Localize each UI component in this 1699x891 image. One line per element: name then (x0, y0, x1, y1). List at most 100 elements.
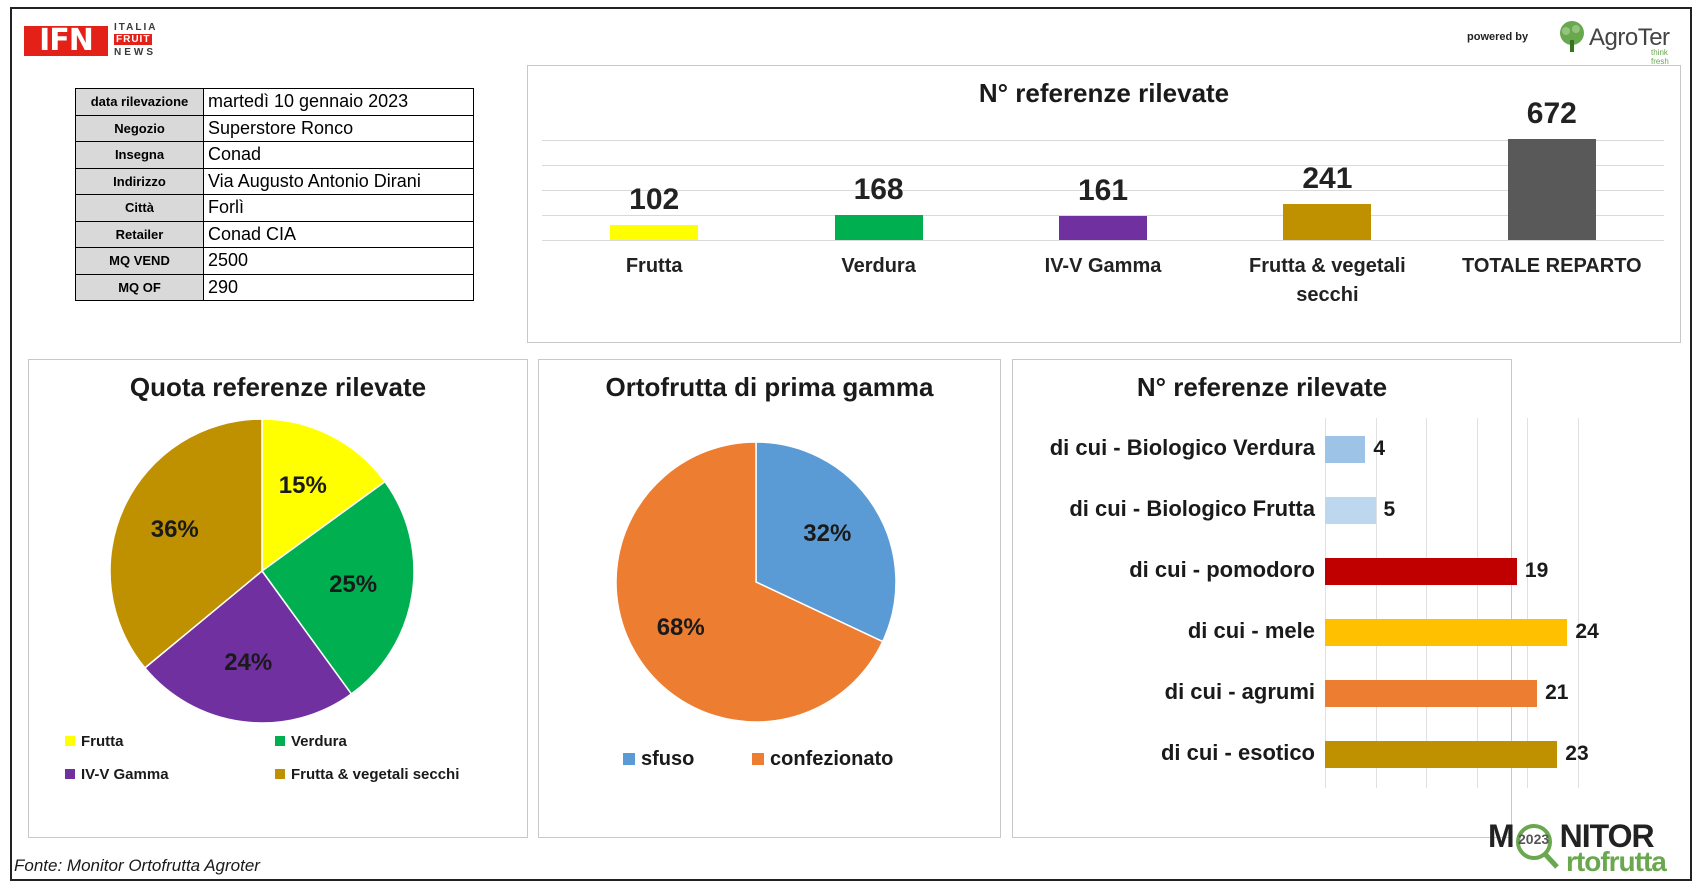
tree-icon (1560, 21, 1584, 52)
monitor-logo-year: 2023 (1518, 831, 1550, 847)
source-note: Fonte: Monitor Ortofrutta Agroter (14, 856, 260, 875)
bar-chart-title: N° referenze rilevate (978, 78, 1230, 108)
hbar-category-label: di cui - Biologico Verdura (1049, 435, 1315, 460)
agroter-name: AgroTer (1589, 24, 1670, 51)
legend-swatch (65, 736, 75, 746)
ifn-logo-line3: NEWS (114, 47, 156, 58)
legend-item: sfuso (623, 748, 694, 771)
bar-frutta-vegetali-secchi (1283, 203, 1372, 240)
legend-swatch (275, 769, 285, 779)
hbar-value-label: 5 (1383, 498, 1396, 521)
info-label: Negozio (75, 114, 204, 142)
hbar-di-cui-biologico-frutta (1325, 497, 1376, 524)
pie-share-panel: Quota referenze rilevate 15% 25% 24% 36% Fru… (28, 359, 528, 838)
hbar-category-label: di cui - pomodoro (1129, 557, 1315, 582)
pie-share-title: Quota referenze rilevate (129, 372, 427, 402)
hbar-value-label: 19 (1524, 559, 1549, 582)
info-label: data rilevazione (75, 88, 204, 116)
pie-share-slice-iv-v-gamma (143, 569, 353, 724)
powered-by-label: powered by (1467, 31, 1529, 43)
gridline (1426, 418, 1427, 788)
info-value: Via Augusto Antonio Dirani (203, 167, 474, 195)
hbar-value-label: 24 (1575, 620, 1599, 643)
bar-category-label: TOTALE REPARTO (1461, 255, 1642, 277)
hbar-value-label: 21 (1545, 681, 1569, 704)
ifn-logo: IFN ITALIA FRUIT NEWS (24, 22, 174, 60)
legend-item: IV-V Gamma (65, 766, 169, 783)
info-row: Città Forlì (75, 194, 474, 222)
legend-label: Frutta (81, 733, 124, 750)
hbar-chart-panel: N° referenze rilevate di cui - Biologico… (1012, 359, 1599, 839)
info-label: Insegna (75, 141, 204, 169)
info-value: Forlì (203, 194, 474, 222)
monitor-ortofrutta-logo: M NITOR 2023 rtofrutta (1488, 818, 1678, 878)
pie-share-slice-verdura (260, 480, 415, 696)
bar-iv-v-gamma (1059, 215, 1147, 240)
legend-item: confezionato (752, 748, 893, 771)
pie-prima-gamma-panel: Ortofrutta di prima gamma 32% 68% sfuso con… (538, 359, 1001, 838)
info-value: Conad CIA (203, 220, 474, 248)
hbar-di-cui-biologico-verdura (1325, 436, 1366, 463)
hbar-chart-title: N° referenze rilevate (1136, 372, 1388, 402)
pie-share-slice-label: 36% (150, 515, 199, 543)
info-value: Conad (203, 141, 474, 169)
legend-label: Verdura (291, 733, 347, 750)
legend-label: IV-V Gamma (81, 766, 169, 783)
legend-item: Frutta & vegetali secchi (275, 766, 459, 783)
info-row: Negozio Superstore Ronco (75, 114, 474, 142)
bar-value-label: 168 (853, 172, 904, 206)
pie-prima-gamma-title: Ortofrutta di prima gamma (605, 372, 934, 402)
report-frame (10, 7, 1692, 881)
pie-prima-gamma-slice-label: 32% (803, 520, 852, 548)
gridline (1476, 418, 1478, 788)
agroter-tagline: think fresh (1651, 48, 1669, 66)
pie-share-slice-frutta-vegetali-secchi (109, 418, 263, 669)
pie-share-chart (109, 418, 415, 724)
bar-value-label: 241 (1302, 161, 1353, 195)
info-row: MQ OF 290 (75, 273, 474, 301)
info-row: Indirizzo Via Augusto Antonio Dirani (75, 167, 474, 195)
hbar-chart-plot: di cui - Biologico Verdura 4 di cui - Biol… (1013, 360, 1599, 839)
legend-swatch (752, 753, 764, 765)
legend-label: Frutta & vegetali secchi (291, 766, 460, 783)
gridline (542, 190, 1664, 191)
bar-category-label: Verdura (841, 255, 916, 277)
bar-category-label: Frutta (625, 255, 683, 277)
hbar-value-label: 4 (1373, 437, 1386, 460)
monitor-logo-top: M NITOR (1488, 818, 1655, 854)
bar-frutta (610, 224, 699, 240)
pie-share-slice-label: 15% (278, 472, 327, 500)
legend-swatch (275, 736, 285, 746)
legend-swatch (623, 753, 635, 765)
gridline (1577, 418, 1579, 788)
bar-chart-plot: 102 Frutta 168 Verdura 161 IV-V Gamma 241 Frutt… (542, 97, 1664, 324)
ifn-logo-line1: ITALIA (114, 22, 158, 33)
hbar-di-cui-agrumi (1325, 680, 1538, 707)
ifn-logo-line2: FRUIT (114, 34, 153, 45)
monitor-logo-bottom: rtofrutta (1566, 846, 1667, 877)
pie-share-slice-frutta (261, 418, 387, 573)
info-value: 290 (203, 273, 474, 301)
gridline (542, 140, 1664, 141)
gridline (1325, 418, 1326, 788)
info-label: MQ VEND (75, 247, 204, 275)
bar-value-label: 672 (1526, 97, 1577, 131)
bar-category-label: IV-V Gamma (1044, 255, 1162, 277)
info-row: Retailer Conad CIA (75, 220, 474, 248)
bar-category-label: Frutta & vegetali secchi (1249, 255, 1406, 306)
bar-totale-reparto (1507, 139, 1596, 240)
hbar-di-cui-mele (1325, 619, 1568, 646)
gridline (542, 215, 1664, 216)
hbar-category-label: di cui - mele (1187, 618, 1315, 643)
hbar-category-label: di cui - Biologico Frutta (1069, 496, 1315, 521)
gridline (542, 165, 1664, 166)
legend-item: Frutta (65, 733, 124, 750)
store-info-table: data rilevazione martedì 10 gennaio 2023 N… (75, 88, 474, 301)
pie-prima-gamma-slice-confezionato (615, 441, 884, 723)
bar-chart-panel: N° referenze rilevate 102 Frutta 168 Verdur… (527, 65, 1681, 343)
hbar-value-label: 23 (1565, 742, 1589, 765)
hbar-di-cui-esotico (1325, 741, 1558, 768)
bar-value-label: 102 (629, 182, 680, 216)
ifn-logo-mark: IFN (24, 26, 108, 56)
pie-prima-gamma-chart (615, 441, 897, 723)
